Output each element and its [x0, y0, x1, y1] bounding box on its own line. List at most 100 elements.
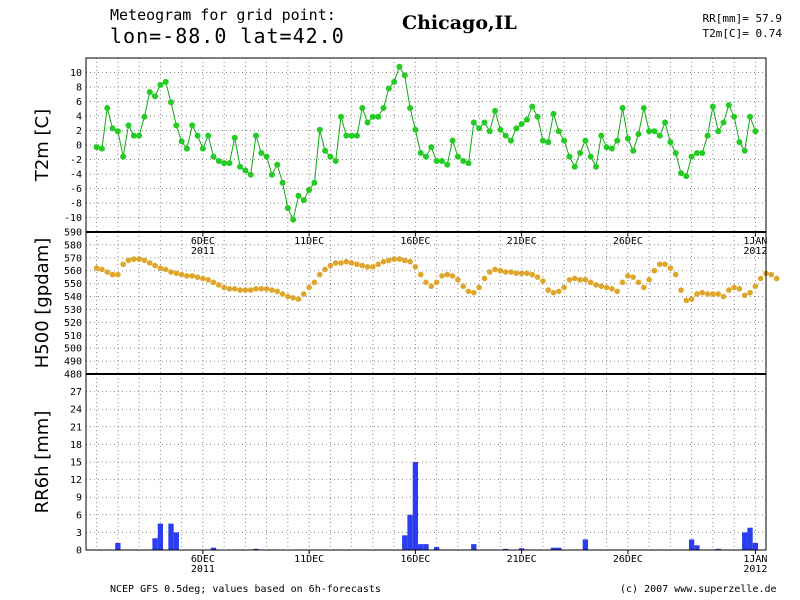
geopotential-point: [571, 275, 578, 282]
temperature-point: [407, 105, 414, 112]
x-tick-label: 16DEC: [400, 554, 430, 565]
temperature-point: [736, 139, 743, 146]
geopotential-point: [184, 273, 190, 279]
geopotential-point: [678, 287, 684, 293]
geopotential-point: [492, 266, 498, 273]
temperature-point: [752, 128, 759, 135]
y-tick-label: 0: [76, 141, 82, 152]
geopotential-point: [322, 266, 328, 273]
y-tick-label: 4: [76, 112, 82, 123]
precipitation-bar: [253, 548, 259, 550]
temperature-point: [231, 134, 238, 141]
location-name: Chicago,IL: [402, 12, 517, 34]
x-tick-label: 1JAN: [743, 554, 767, 565]
y-axis-label: H500 [gpdam]: [32, 238, 53, 369]
geopotential-point: [593, 282, 599, 288]
temperature-point: [492, 107, 499, 114]
precipitation-bar: [402, 535, 408, 550]
y-axis-label: RR6h [mm]: [32, 411, 53, 514]
y-tick-label: 520: [64, 318, 82, 329]
temperature-point: [449, 137, 456, 144]
y-tick-label: 570: [64, 253, 82, 264]
temperature-point: [130, 132, 137, 139]
geopotential-point: [683, 297, 690, 304]
geopotential-point: [513, 270, 520, 277]
temperature-point: [253, 132, 259, 139]
precipitation-bar: [168, 523, 174, 550]
temperature-point: [353, 132, 360, 139]
x-tick-label: 16DEC: [400, 236, 430, 247]
temperature-point: [566, 153, 573, 160]
temperature-point: [364, 119, 371, 126]
temperature-point: [306, 186, 313, 193]
temperature-point: [555, 128, 562, 135]
y-tick-label: 6: [76, 510, 82, 521]
x-tick-label: 21DEC: [507, 236, 537, 247]
precipitation-bar: [152, 538, 158, 550]
y-tick-label: -8: [70, 199, 82, 210]
geopotential-point: [603, 284, 610, 291]
geopotential-point: [136, 256, 142, 262]
geopotential-point: [189, 273, 196, 279]
precip-total: RR[mm]= 57.9: [702, 12, 782, 25]
precipitation-bar: [715, 548, 721, 550]
precipitation-bar: [418, 544, 424, 550]
x-tick-year-label: 2011: [191, 246, 215, 257]
geopotential-point: [656, 261, 663, 268]
temperature-point: [109, 125, 116, 132]
geopotential-point: [534, 274, 541, 280]
geopotential-point: [672, 271, 679, 278]
temperature-point: [454, 153, 461, 160]
geopotential-point: [359, 262, 366, 269]
geopotential-point: [646, 276, 652, 283]
geopotential-point: [566, 276, 573, 283]
geopotential-point: [226, 286, 233, 292]
geopotential-point: [157, 265, 164, 271]
precipitation-bar: [742, 532, 748, 550]
temperature-point: [125, 122, 132, 129]
temperature-point: [704, 132, 711, 139]
temperature-point: [247, 171, 254, 178]
geopotential-point: [449, 273, 456, 279]
y-tick-label: -2: [70, 155, 82, 166]
title-line-1: Meteogram for grid point:: [110, 6, 336, 24]
temperature-point: [369, 113, 376, 120]
temperature-point: [497, 126, 504, 133]
temperature-point: [444, 161, 451, 168]
geopotential-point: [609, 286, 615, 292]
temperature-point: [545, 139, 552, 146]
geopotential-point: [587, 279, 594, 286]
precipitation-bar: [556, 547, 562, 550]
geopotential-point: [338, 260, 344, 266]
temperature-point: [651, 128, 658, 135]
temperature-point: [534, 113, 541, 120]
geopotential-point: [773, 275, 780, 282]
geopotential-point: [168, 269, 174, 275]
geopotential-point: [476, 284, 482, 291]
temperature-point: [465, 160, 472, 167]
temperature-point: [646, 128, 653, 135]
geopotential-point: [662, 261, 668, 268]
y-tick-label: 2: [76, 126, 82, 137]
geopotential-point: [545, 287, 551, 293]
geopotential-point: [486, 269, 493, 275]
geopotential-point: [216, 282, 222, 288]
geopotential-point: [290, 295, 296, 301]
temperature-point: [152, 93, 159, 100]
temperature-point: [619, 105, 626, 112]
y-tick-label: 550: [64, 279, 82, 290]
y-tick-label: 15: [70, 458, 82, 469]
geopotential-point: [768, 271, 775, 278]
geopotential-point: [699, 289, 706, 296]
temperature-point: [709, 103, 716, 110]
geopotential-point: [375, 261, 381, 268]
geopotential-point: [423, 279, 429, 286]
temperature-point: [268, 171, 275, 178]
temperature-point: [577, 149, 584, 156]
geopotential-point: [115, 271, 121, 278]
temperature-point: [640, 105, 647, 112]
temperature-point: [608, 145, 615, 152]
geopotential-point: [561, 284, 567, 291]
geopotential-point: [343, 258, 350, 265]
y-tick-label: 500: [64, 344, 82, 355]
